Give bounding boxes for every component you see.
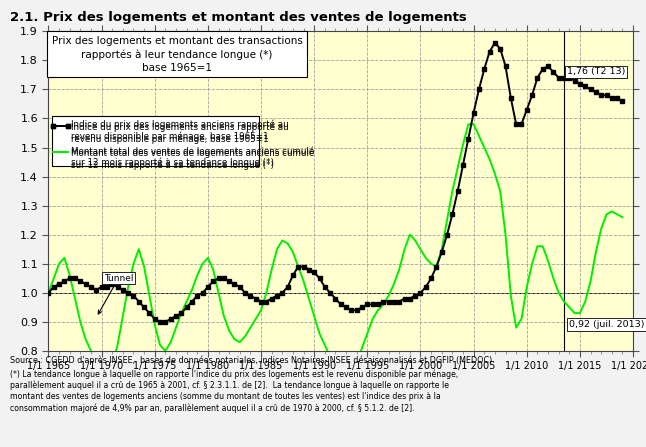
- Text: 1,76 (T2 13): 1,76 (T2 13): [567, 67, 625, 76]
- Text: 0,92 (juil. 2013): 0,92 (juil. 2013): [569, 320, 645, 329]
- Text: montant des ventes de logements anciens (somme du montant de toutes les ventes) : montant des ventes de logements anciens …: [10, 392, 441, 401]
- Text: Indice du prix des logements anciens rapporté au
revenu disponible par ménage, b: Indice du prix des logements anciens rap…: [71, 123, 288, 144]
- Text: 2.1. Prix des logements et montant des ventes de logements: 2.1. Prix des logements et montant des v…: [10, 11, 466, 24]
- Text: Indice du prix des logements anciens rapporté au
revenu disponible par ménage, b: Indice du prix des logements anciens rap…: [71, 120, 288, 141]
- Text: consommation majoré de 4,9% par an, parallèlement auquel il a crû de 1970 à 2000: consommation majoré de 4,9% par an, para…: [10, 403, 414, 413]
- FancyBboxPatch shape: [52, 115, 259, 166]
- Text: (*) La tendance longue à laquelle on rapporte l'indice du prix des logements est: (*) La tendance longue à laquelle on rap…: [10, 370, 458, 379]
- Text: parallèlement auquel il a crû de 1965 à 2001, cf. § 2.3.1.1. de [2].  La tendanc: parallèlement auquel il a crû de 1965 à …: [10, 381, 449, 390]
- Text: Source : CGEDD d'après INSEE,  bases de données notariales, indices Notaires-INS: Source : CGEDD d'après INSEE, bases de d…: [10, 355, 494, 365]
- Text: Tunnel: Tunnel: [98, 274, 133, 314]
- Text: Montant total des ventes de logements anciens cumulé
sur 12 mois rapporté à sa t: Montant total des ventes de logements an…: [71, 149, 314, 170]
- Text: Montant total des ventes de logements anciens cumulé
sur 12 mois rapporté à sa t: Montant total des ventes de logements an…: [71, 146, 314, 167]
- Text: Prix des logements et montant des transactions
rapportés à leur tendance longue : Prix des logements et montant des transa…: [52, 36, 302, 73]
